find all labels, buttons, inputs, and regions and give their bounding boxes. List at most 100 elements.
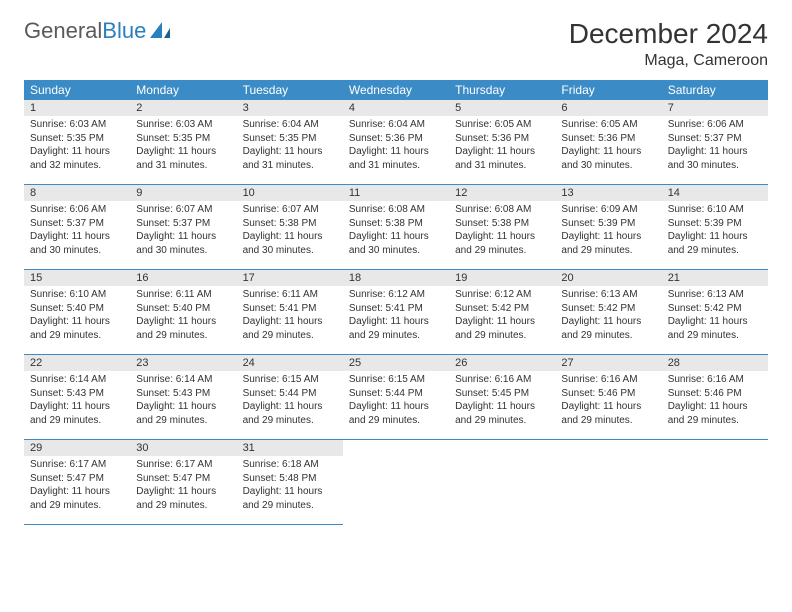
day-number: 30: [130, 440, 236, 456]
day-number: 14: [662, 185, 768, 201]
day-number: 26: [449, 355, 555, 371]
calendar-cell: [662, 440, 768, 525]
day-header: Wednesday: [343, 80, 449, 100]
day-details: Sunrise: 6:03 AMSunset: 5:35 PMDaylight:…: [130, 116, 236, 176]
calendar-cell: 31Sunrise: 6:18 AMSunset: 5:48 PMDayligh…: [237, 440, 343, 525]
calendar-cell: 30Sunrise: 6:17 AMSunset: 5:47 PMDayligh…: [130, 440, 236, 525]
calendar-cell: 23Sunrise: 6:14 AMSunset: 5:43 PMDayligh…: [130, 355, 236, 440]
day-details: Sunrise: 6:04 AMSunset: 5:35 PMDaylight:…: [237, 116, 343, 176]
day-number: 27: [555, 355, 661, 371]
logo-text-2: Blue: [102, 18, 146, 44]
day-number: 28: [662, 355, 768, 371]
day-number: 15: [24, 270, 130, 286]
calendar-cell: 25Sunrise: 6:15 AMSunset: 5:44 PMDayligh…: [343, 355, 449, 440]
day-number: 22: [24, 355, 130, 371]
calendar-cell: 18Sunrise: 6:12 AMSunset: 5:41 PMDayligh…: [343, 270, 449, 355]
calendar-cell: 24Sunrise: 6:15 AMSunset: 5:44 PMDayligh…: [237, 355, 343, 440]
day-number: 11: [343, 185, 449, 201]
calendar-page: GeneralBlue December 2024 Maga, Cameroon…: [0, 0, 792, 543]
day-number: 6: [555, 100, 661, 116]
header: GeneralBlue December 2024 Maga, Cameroon: [24, 18, 768, 70]
calendar-cell: 2Sunrise: 6:03 AMSunset: 5:35 PMDaylight…: [130, 100, 236, 185]
day-details: Sunrise: 6:11 AMSunset: 5:40 PMDaylight:…: [130, 286, 236, 346]
day-details: Sunrise: 6:14 AMSunset: 5:43 PMDaylight:…: [24, 371, 130, 431]
day-details: Sunrise: 6:14 AMSunset: 5:43 PMDaylight:…: [130, 371, 236, 431]
calendar-cell: 28Sunrise: 6:16 AMSunset: 5:46 PMDayligh…: [662, 355, 768, 440]
day-number: 23: [130, 355, 236, 371]
calendar-cell: 17Sunrise: 6:11 AMSunset: 5:41 PMDayligh…: [237, 270, 343, 355]
calendar-cell: 27Sunrise: 6:16 AMSunset: 5:46 PMDayligh…: [555, 355, 661, 440]
day-details: Sunrise: 6:08 AMSunset: 5:38 PMDaylight:…: [343, 201, 449, 261]
calendar-cell: 5Sunrise: 6:05 AMSunset: 5:36 PMDaylight…: [449, 100, 555, 185]
day-number: 20: [555, 270, 661, 286]
calendar-cell: 10Sunrise: 6:07 AMSunset: 5:38 PMDayligh…: [237, 185, 343, 270]
calendar-cell: 14Sunrise: 6:10 AMSunset: 5:39 PMDayligh…: [662, 185, 768, 270]
day-details: Sunrise: 6:10 AMSunset: 5:39 PMDaylight:…: [662, 201, 768, 261]
calendar-cell: 16Sunrise: 6:11 AMSunset: 5:40 PMDayligh…: [130, 270, 236, 355]
calendar-cell: 26Sunrise: 6:16 AMSunset: 5:45 PMDayligh…: [449, 355, 555, 440]
day-details: Sunrise: 6:15 AMSunset: 5:44 PMDaylight:…: [237, 371, 343, 431]
day-number: 7: [662, 100, 768, 116]
calendar-cell: [343, 440, 449, 525]
day-number: 19: [449, 270, 555, 286]
day-details: Sunrise: 6:17 AMSunset: 5:47 PMDaylight:…: [24, 456, 130, 516]
day-details: Sunrise: 6:12 AMSunset: 5:41 PMDaylight:…: [343, 286, 449, 346]
calendar-body: 1Sunrise: 6:03 AMSunset: 5:35 PMDaylight…: [24, 100, 768, 525]
day-number: 10: [237, 185, 343, 201]
day-number: 21: [662, 270, 768, 286]
calendar-row: 8Sunrise: 6:06 AMSunset: 5:37 PMDaylight…: [24, 185, 768, 270]
day-details: Sunrise: 6:07 AMSunset: 5:38 PMDaylight:…: [237, 201, 343, 261]
calendar-cell: 8Sunrise: 6:06 AMSunset: 5:37 PMDaylight…: [24, 185, 130, 270]
day-details: Sunrise: 6:04 AMSunset: 5:36 PMDaylight:…: [343, 116, 449, 176]
day-details: Sunrise: 6:05 AMSunset: 5:36 PMDaylight:…: [449, 116, 555, 176]
month-title: December 2024: [569, 18, 768, 50]
day-header: Sunday: [24, 80, 130, 100]
calendar-cell: 1Sunrise: 6:03 AMSunset: 5:35 PMDaylight…: [24, 100, 130, 185]
day-number: 8: [24, 185, 130, 201]
calendar-cell: 7Sunrise: 6:06 AMSunset: 5:37 PMDaylight…: [662, 100, 768, 185]
day-header: Thursday: [449, 80, 555, 100]
calendar-cell: 12Sunrise: 6:08 AMSunset: 5:38 PMDayligh…: [449, 185, 555, 270]
calendar-cell: 13Sunrise: 6:09 AMSunset: 5:39 PMDayligh…: [555, 185, 661, 270]
calendar-cell: 3Sunrise: 6:04 AMSunset: 5:35 PMDaylight…: [237, 100, 343, 185]
location: Maga, Cameroon: [569, 52, 768, 70]
day-number: 18: [343, 270, 449, 286]
day-details: Sunrise: 6:09 AMSunset: 5:39 PMDaylight:…: [555, 201, 661, 261]
day-details: Sunrise: 6:12 AMSunset: 5:42 PMDaylight:…: [449, 286, 555, 346]
calendar-cell: 15Sunrise: 6:10 AMSunset: 5:40 PMDayligh…: [24, 270, 130, 355]
calendar-cell: 4Sunrise: 6:04 AMSunset: 5:36 PMDaylight…: [343, 100, 449, 185]
day-number: 2: [130, 100, 236, 116]
calendar-cell: [555, 440, 661, 525]
day-details: Sunrise: 6:18 AMSunset: 5:48 PMDaylight:…: [237, 456, 343, 516]
logo-text-1: General: [24, 18, 102, 44]
day-details: Sunrise: 6:05 AMSunset: 5:36 PMDaylight:…: [555, 116, 661, 176]
day-details: Sunrise: 6:06 AMSunset: 5:37 PMDaylight:…: [662, 116, 768, 176]
day-header: Tuesday: [237, 80, 343, 100]
logo-sail-icon: [148, 20, 174, 42]
calendar-cell: 21Sunrise: 6:13 AMSunset: 5:42 PMDayligh…: [662, 270, 768, 355]
day-details: Sunrise: 6:16 AMSunset: 5:46 PMDaylight:…: [662, 371, 768, 431]
title-block: December 2024 Maga, Cameroon: [569, 18, 768, 70]
day-details: Sunrise: 6:13 AMSunset: 5:42 PMDaylight:…: [662, 286, 768, 346]
calendar-row: 29Sunrise: 6:17 AMSunset: 5:47 PMDayligh…: [24, 440, 768, 525]
calendar-row: 1Sunrise: 6:03 AMSunset: 5:35 PMDaylight…: [24, 100, 768, 185]
day-details: Sunrise: 6:17 AMSunset: 5:47 PMDaylight:…: [130, 456, 236, 516]
calendar-cell: 19Sunrise: 6:12 AMSunset: 5:42 PMDayligh…: [449, 270, 555, 355]
day-number: 9: [130, 185, 236, 201]
calendar-cell: 20Sunrise: 6:13 AMSunset: 5:42 PMDayligh…: [555, 270, 661, 355]
calendar-cell: 6Sunrise: 6:05 AMSunset: 5:36 PMDaylight…: [555, 100, 661, 185]
calendar-cell: 22Sunrise: 6:14 AMSunset: 5:43 PMDayligh…: [24, 355, 130, 440]
day-details: Sunrise: 6:16 AMSunset: 5:46 PMDaylight:…: [555, 371, 661, 431]
day-details: Sunrise: 6:08 AMSunset: 5:38 PMDaylight:…: [449, 201, 555, 261]
day-number: 5: [449, 100, 555, 116]
calendar-row: 22Sunrise: 6:14 AMSunset: 5:43 PMDayligh…: [24, 355, 768, 440]
calendar-cell: 11Sunrise: 6:08 AMSunset: 5:38 PMDayligh…: [343, 185, 449, 270]
day-details: Sunrise: 6:11 AMSunset: 5:41 PMDaylight:…: [237, 286, 343, 346]
day-details: Sunrise: 6:06 AMSunset: 5:37 PMDaylight:…: [24, 201, 130, 261]
calendar-row: 15Sunrise: 6:10 AMSunset: 5:40 PMDayligh…: [24, 270, 768, 355]
day-number: 4: [343, 100, 449, 116]
day-details: Sunrise: 6:07 AMSunset: 5:37 PMDaylight:…: [130, 201, 236, 261]
day-number: 17: [237, 270, 343, 286]
day-header: Friday: [555, 80, 661, 100]
day-number: 1: [24, 100, 130, 116]
